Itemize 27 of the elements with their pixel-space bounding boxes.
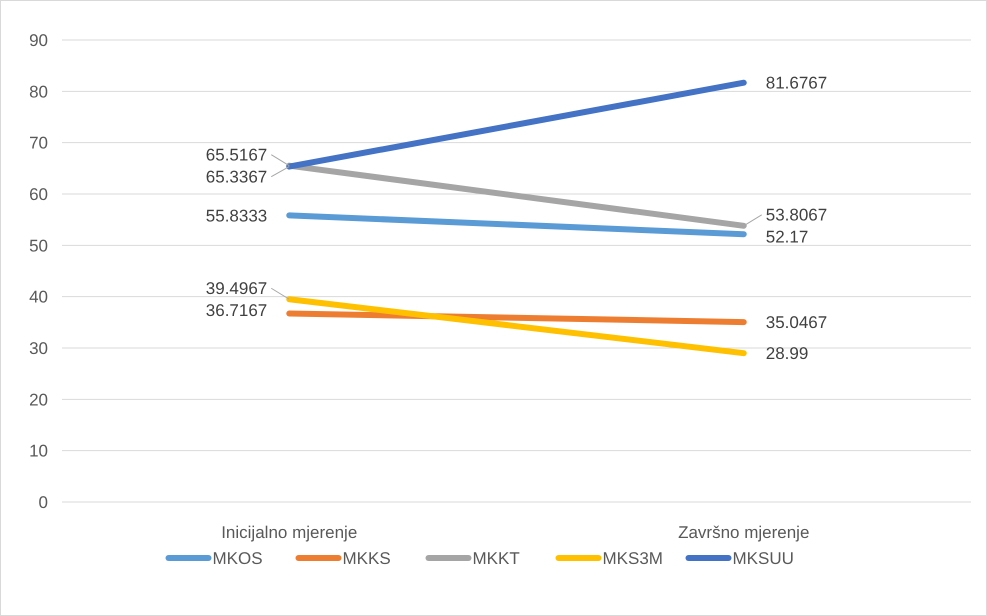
y-tick-label: 50 (29, 236, 48, 256)
y-tick-label: 70 (29, 134, 48, 153)
y-tick-label: 60 (29, 184, 48, 204)
data-label: 65.5167 (206, 146, 268, 165)
x-tick-label: Završno mjerenje (678, 523, 810, 542)
legend-label: MKSUU (732, 548, 794, 568)
data-label: 52.17 (766, 228, 808, 247)
data-label: 81.6767 (766, 74, 828, 93)
legend-label: MKKT (472, 548, 520, 568)
data-label: 28.99 (766, 344, 808, 364)
y-tick-label: 40 (29, 288, 48, 307)
data-label: 35.0467 (766, 313, 828, 332)
y-tick-label: 80 (29, 82, 48, 102)
x-tick-label: Inicijalno mjerenje (221, 523, 358, 542)
legend-label: MKS3M (602, 548, 663, 568)
legend-label: MKOS (212, 548, 263, 568)
data-label: 39.4967 (206, 279, 268, 298)
y-tick-label: 30 (29, 338, 48, 358)
legend-label: MKKS (342, 548, 391, 568)
data-label: 65.3367 (206, 168, 268, 187)
y-tick-label: 90 (29, 30, 48, 50)
data-label: 55.8333 (206, 206, 268, 226)
y-tick-label: 10 (29, 442, 48, 461)
y-tick-label: 20 (29, 390, 48, 410)
data-label: 36.7167 (206, 301, 268, 320)
data-label: 53.8067 (766, 206, 828, 225)
y-tick-label: 0 (38, 492, 48, 512)
